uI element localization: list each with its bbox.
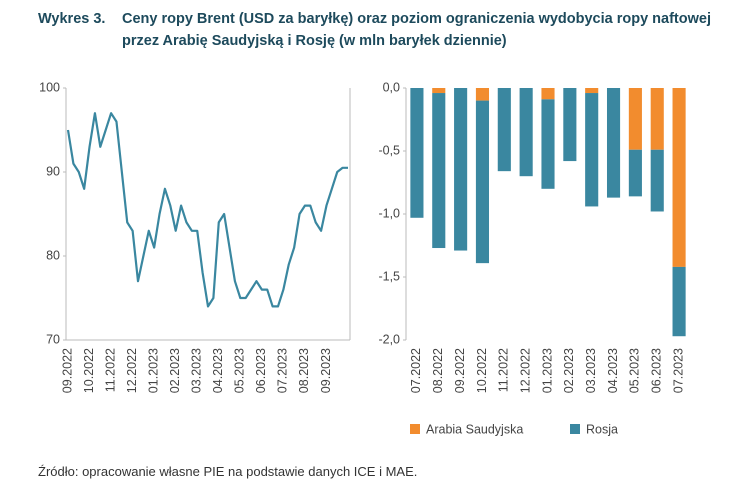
y-tick-label: -2,0 [378,332,400,346]
bar-segment [672,88,686,267]
x-tick-label: 07.2023 [671,348,685,393]
x-tick-label: 12.2022 [125,348,139,393]
x-tick-label: 08.2023 [297,348,311,393]
x-tick-label: 04.2023 [606,348,620,393]
source-note: Źródło: opracowanie własne PIE na podsta… [38,464,418,479]
bar-segment [606,88,621,198]
bar-segment [410,88,424,218]
legend-label: Rosja [586,422,618,436]
y-tick-label: -0,5 [378,143,400,157]
bar-segment [497,88,511,172]
bar-segment [454,88,468,251]
x-tick-label: 05.2023 [233,348,247,393]
bar-segment [628,88,642,150]
bar-segment [475,100,490,264]
bar-segment [585,93,599,207]
x-tick-label: 05.2023 [628,348,642,393]
bar-segment [432,88,446,94]
x-tick-label: 02.2023 [562,348,576,393]
x-tick-label: 09.2022 [60,348,74,393]
bar-segment [563,88,577,162]
bar-segment [475,88,490,101]
chart-title: Ceny ropy Brent (USD za baryłkę) oraz po… [122,11,711,49]
x-tick-label: 11.2022 [103,348,117,392]
y-tick-label: 90 [46,164,60,178]
legend-swatch [570,424,580,434]
bar-segment [585,88,599,94]
x-tick-label: 01.2023 [146,348,160,393]
bar-segment [519,88,533,177]
price-line [66,112,348,308]
x-tick-label: 12.2022 [518,348,532,393]
x-tick-label: 04.2023 [211,348,225,393]
x-tick-label: 07.2022 [409,348,423,393]
y-tick-label: 70 [46,332,60,346]
x-tick-label: 02.2023 [168,348,182,393]
bar-segment [541,88,555,100]
y-tick-label: -1,0 [378,206,400,220]
bar-segment [628,149,642,197]
x-tick-label: 07.2023 [276,348,290,393]
bar-segment [541,99,555,189]
bar-segment [432,93,446,249]
x-tick-label: 10.2022 [475,348,489,393]
y-tick-label: 80 [46,248,60,262]
title-block: Wykres 3. Ceny ropy Brent (USD za baryłk… [38,8,728,52]
y-tick-label: 0,0 [383,80,400,94]
legend-swatch [410,424,420,434]
legend-label: Arabia Saudyjska [426,422,523,436]
x-tick-label: 09.2023 [319,348,333,393]
x-tick-label: 03.2023 [190,348,204,393]
bar-segment [650,88,664,150]
x-tick-label: 08.2022 [431,348,445,393]
x-tick-label: 10.2022 [82,348,96,393]
x-tick-label: 09.2022 [453,348,467,393]
figure-label: Wykres 3. [38,11,106,27]
bar-segment [650,149,664,212]
x-tick-label: 01.2023 [540,348,554,393]
x-tick-label: 03.2023 [584,348,598,393]
y-tick-label: 100 [39,80,60,94]
x-tick-label: 06.2023 [254,348,268,393]
y-tick-label: -1,5 [378,269,400,283]
chart: 70 80 90 100 09.2022 10.2022 11.2022 12.2022 01.… [39,80,686,436]
x-tick-label: 06.2023 [650,348,664,393]
x-tick-label: 11.2022 [497,348,511,392]
bar-segment [672,266,686,337]
